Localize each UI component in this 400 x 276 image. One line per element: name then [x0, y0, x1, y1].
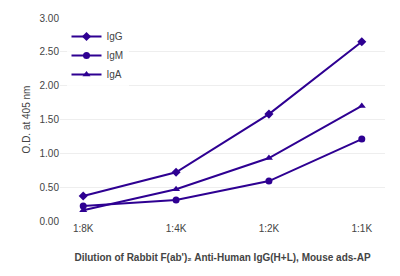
svg-text:1.50: 1.50 [40, 114, 60, 125]
svg-text:2.50: 2.50 [40, 46, 60, 57]
svg-text:0.00: 0.00 [40, 216, 60, 227]
svg-text:1:2K: 1:2K [259, 223, 280, 234]
svg-text:0.50: 0.50 [40, 182, 60, 193]
svg-text:1.00: 1.00 [40, 148, 60, 159]
svg-text:IgG: IgG [107, 31, 123, 42]
svg-text:2.00: 2.00 [40, 80, 60, 91]
svg-text:1:8K: 1:8K [73, 223, 94, 234]
svg-text:Dilution of Rabbit F(ab')₂ Ant: Dilution of Rabbit F(ab')₂ Anti-Human Ig… [74, 252, 370, 263]
svg-text:O.D. at 405 nm: O.D. at 405 nm [21, 86, 32, 154]
svg-text:3.00: 3.00 [40, 13, 60, 24]
svg-text:IgA: IgA [107, 69, 122, 80]
svg-text:IgM: IgM [107, 50, 124, 61]
svg-text:1:1K: 1:1K [352, 223, 373, 234]
svg-text:1:4K: 1:4K [166, 223, 187, 234]
